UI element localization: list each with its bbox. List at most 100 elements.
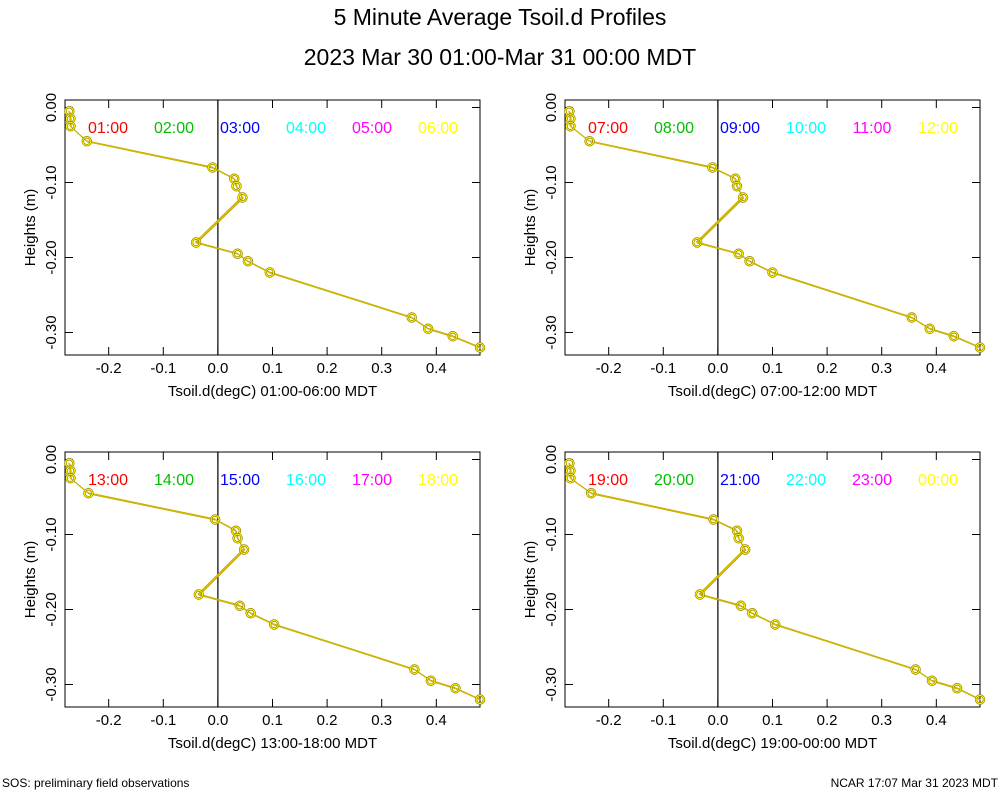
data-point-highlight [475, 343, 485, 352]
data-point-highlight [707, 163, 717, 172]
profile-line [68, 463, 481, 700]
data-point-highlight [975, 343, 985, 352]
page-title: 5 Minute Average Tsoil.d Profiles [333, 4, 667, 30]
y-tick-label: -0.30 [43, 667, 60, 701]
data-point-highlight [239, 545, 249, 554]
x-tick-label: 0.1 [762, 712, 783, 729]
x-tick-label: 0.1 [262, 712, 283, 729]
data-point-highlight [585, 136, 595, 146]
legend-entry: 23:00 [852, 472, 892, 489]
x-axis-label: Tsoil.d(degC) 13:00-18:00 MDT [168, 735, 377, 752]
data-point-highlight [692, 238, 702, 247]
data-point-highlight [565, 473, 575, 483]
x-tick-label: 0.4 [426, 360, 447, 377]
x-tick-label: -0.1 [650, 712, 676, 729]
data-point-highlight [747, 608, 757, 618]
data-point-highlight [237, 193, 247, 202]
legend-entry: 15:00 [220, 472, 260, 489]
profile-line [68, 462, 480, 700]
data-point-highlight [65, 121, 75, 131]
data-point-highlight [734, 533, 744, 543]
y-axis-label: Heights (m) [522, 189, 539, 267]
y-axis-label: Heights (m) [22, 541, 39, 619]
legend-entry: 02:00 [154, 120, 194, 137]
x-tick-label: 0.2 [817, 360, 838, 377]
legend-entry: 00:00 [918, 472, 958, 489]
y-tick-label: -0.30 [543, 315, 560, 349]
data-point-highlight [770, 620, 780, 629]
legend-entry: 21:00 [720, 472, 760, 489]
y-tick-label: 0.00 [543, 445, 560, 474]
data-point-highlight [738, 193, 748, 202]
chart-panel-1: -0.2 -0.1 0.0 0.1 0.2 0.3 0.4 0.00 -0.10 -0.20 -0.… [22, 93, 486, 400]
x-axis-label: Tsoil.d(degC) 19:00-00:00 MDT [668, 735, 877, 752]
legend-entry: 08:00 [654, 120, 694, 137]
legend-entry: 20:00 [654, 472, 694, 489]
x-tick-label: 0.0 [207, 360, 228, 377]
y-tick-label: -0.10 [543, 165, 560, 199]
data-point-highlight [235, 601, 245, 611]
legend-entry: 01:00 [88, 120, 128, 137]
plot-frame [64, 99, 481, 356]
x-tick-label: 0.2 [317, 712, 338, 729]
x-axis-label: Tsoil.d(degC) 01:00-06:00 MDT [168, 383, 377, 400]
data-point-highlight [736, 601, 746, 611]
data-point-highlight [475, 695, 485, 704]
legend-entry: 03:00 [220, 120, 260, 137]
legend-entry: 04:00 [286, 120, 326, 137]
legend-entry: 16:00 [286, 472, 326, 489]
y-tick-label: -0.20 [543, 592, 560, 626]
data-point-highlight [586, 488, 596, 498]
x-tick-label: 0.3 [871, 712, 892, 729]
y-axis-label: Heights (m) [522, 541, 539, 619]
data-point-highlight [768, 268, 777, 277]
x-tick-label: -0.2 [96, 712, 122, 729]
data-point-highlight [407, 313, 417, 322]
y-tick-label: 0.00 [543, 93, 560, 122]
data-point-highlight [265, 268, 275, 277]
data-point-highlight [709, 515, 719, 524]
legend-entry: 12:00 [918, 120, 958, 137]
data-point-highlight [426, 676, 436, 686]
y-tick-label: -0.30 [43, 315, 60, 349]
profile-line [68, 110, 480, 348]
data-point-highlight [907, 313, 917, 322]
data-point-highlight [450, 683, 460, 693]
x-tick-label: 0.3 [871, 360, 892, 377]
profile-line [568, 462, 980, 700]
footer-timestamp: NCAR 17:07 Mar 31 2023 MDT [830, 776, 998, 790]
profile-line [568, 463, 981, 700]
data-point-highlight [269, 620, 279, 629]
data-point-highlight [210, 515, 220, 524]
x-tick-label: -0.2 [596, 712, 622, 729]
data-point-highlight [927, 676, 937, 686]
legend-entry: 07:00 [588, 120, 628, 137]
data-point-highlight [207, 163, 217, 172]
page-subtitle: 2023 Mar 30 01:00-Mar 31 00:00 MDT [303, 44, 697, 70]
data-point-highlight [246, 608, 256, 618]
y-axis-label: Heights (m) [22, 189, 39, 267]
x-tick-label: 0.4 [426, 712, 447, 729]
data-point-highlight [740, 545, 750, 554]
data-point-highlight [695, 590, 705, 599]
data-point-highlight [732, 181, 742, 191]
data-point-highlight [243, 256, 253, 266]
data-point-highlight [409, 665, 419, 674]
x-tick-label: 0.4 [926, 360, 947, 377]
chart-panel-4: -0.2 -0.1 0.0 0.1 0.2 0.3 0.4 0.00 -0.10 -0.20 -0.… [522, 445, 986, 752]
x-tick-label: 0.2 [817, 712, 838, 729]
data-point-highlight [745, 256, 755, 266]
x-tick-label: 0.0 [707, 712, 728, 729]
legend-entry: 14:00 [154, 472, 194, 489]
profile-line [69, 463, 481, 701]
data-point-highlight [911, 665, 921, 674]
data-point-highlight [925, 324, 935, 334]
legend-entry: 06:00 [418, 120, 458, 137]
profile-line [569, 111, 981, 349]
profile-line [568, 110, 980, 348]
profile-line [568, 111, 981, 348]
plot-frame [564, 451, 981, 708]
profile-line [569, 463, 981, 701]
data-point-highlight [448, 331, 458, 341]
